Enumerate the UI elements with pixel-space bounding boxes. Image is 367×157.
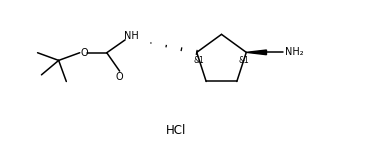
Text: &1: &1 [239, 56, 250, 65]
Text: NH: NH [124, 30, 139, 41]
Text: O: O [116, 72, 123, 82]
Text: &1: &1 [193, 56, 204, 65]
Text: NH₂: NH₂ [285, 47, 304, 57]
Polygon shape [246, 50, 266, 55]
Text: O: O [80, 48, 88, 58]
Text: HCl: HCl [166, 125, 186, 138]
